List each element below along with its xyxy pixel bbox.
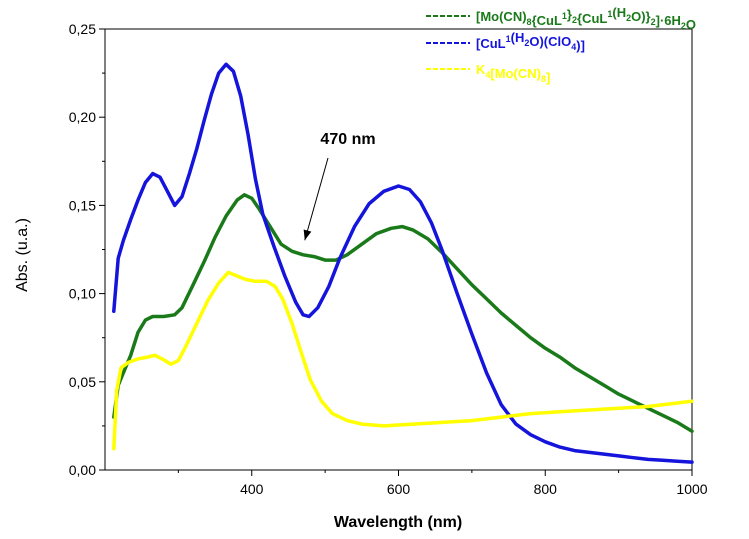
legend-label: [Mo(CN)8{CuL1}2{CuL1(H2O)}2]·6H2O <box>476 5 696 32</box>
series-line-3 <box>112 270 694 451</box>
series-line-2 <box>112 62 694 464</box>
y-tick-label: 0,15 <box>69 197 96 213</box>
annotation-1: 470 nm <box>303 131 376 241</box>
legend-entry-3: K4[Mo(CN)8] <box>426 62 550 85</box>
x-axis-title: Wavelength (nm) <box>334 514 462 531</box>
y-tick-label: 0,10 <box>69 286 96 302</box>
annotation-arrow-shaft <box>304 157 329 241</box>
x-tick-label: 1000 <box>676 481 707 497</box>
plot-frame <box>104 28 693 471</box>
y-tick-label: 0,20 <box>69 109 96 125</box>
y-tick-label: 0,05 <box>69 374 96 390</box>
y-axis-title: Abs. (u.a.) <box>14 218 31 292</box>
legend-entry-2: [CuL1(H2O)(ClO4)] <box>426 30 585 53</box>
legend-entry-1: [Mo(CN)8{CuL1}2{CuL1(H2O)}2]·6H2O <box>426 5 696 32</box>
annotation-layer: 470 nm <box>303 131 376 241</box>
y-tick-label: 0,00 <box>69 462 96 478</box>
legend-label: K4[Mo(CN)8] <box>476 62 550 85</box>
plot-border <box>104 28 693 471</box>
ticks-layer: 400 600 800 1000 0,00 0,05 0,10 0,15 0,20 0,25 <box>69 21 708 497</box>
annotation-arrow-head <box>303 229 312 241</box>
annotation-label: 470 nm <box>320 131 375 148</box>
legend: [Mo(CN)8{CuL1}2{CuL1(H2O)}2]·6H2O[CuL1(H… <box>426 5 696 85</box>
x-tick-label: 400 <box>240 481 264 497</box>
x-tick-label: 600 <box>387 481 411 497</box>
series-layer <box>112 62 694 464</box>
x-tick-label: 800 <box>534 481 558 497</box>
y-tick-label: 0,25 <box>69 21 96 37</box>
legend-label: [CuL1(H2O)(ClO4)] <box>476 30 585 53</box>
